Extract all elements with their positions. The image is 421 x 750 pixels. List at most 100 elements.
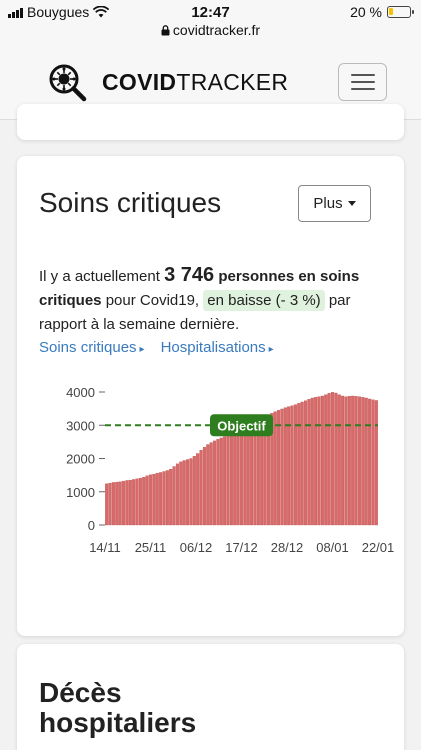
objective-badge bbox=[210, 414, 273, 437]
chart-bar bbox=[351, 395, 355, 526]
chart-bar bbox=[182, 460, 186, 526]
y-tick-label: 2000 bbox=[66, 452, 95, 467]
chart-bar bbox=[290, 405, 294, 526]
y-tick-label: 3000 bbox=[66, 418, 95, 433]
wifi-icon bbox=[93, 6, 110, 18]
hamburger-icon-bar bbox=[350, 81, 375, 83]
chart-bar bbox=[317, 396, 321, 526]
chart-bar bbox=[172, 466, 176, 526]
clock: 12:47 bbox=[191, 4, 230, 21]
chart-bar bbox=[307, 399, 311, 526]
chart-bar bbox=[324, 394, 328, 526]
hamburger-icon-bar bbox=[350, 88, 375, 90]
icu-bar-chart: 0 1000 2000 3000 4000 14/11 25/11 06/12 17/12 28/… bbox=[66, 385, 395, 555]
chart-bar bbox=[196, 453, 200, 526]
soins-critiques-card: Soins critiques Plus Il y a actuellement… bbox=[17, 156, 404, 636]
chart-bar bbox=[159, 472, 163, 526]
chart-bar bbox=[229, 433, 233, 526]
chart-bar bbox=[280, 408, 284, 526]
x-tick-label: 14/11 bbox=[89, 540, 121, 555]
virus-magnifier-icon[interactable] bbox=[47, 62, 87, 102]
chart-bar bbox=[179, 461, 183, 526]
battery-percent: 20 % bbox=[350, 4, 382, 20]
plus-dropdown-button[interactable]: Plus bbox=[298, 185, 371, 222]
link-hospitalisations[interactable]: Hospitalisations ▸ bbox=[160, 339, 274, 356]
chart-bar bbox=[209, 442, 213, 526]
chart-bar bbox=[270, 413, 274, 526]
brand-logo-text[interactable]: COVIDTRACKER bbox=[102, 69, 289, 95]
hamburger-icon-bar bbox=[350, 74, 375, 76]
chart-bar bbox=[192, 456, 196, 526]
summary-text: Il y a actuellement 3 746 personnes en s… bbox=[39, 264, 360, 333]
chart-bar bbox=[148, 474, 153, 526]
chart-bar bbox=[334, 392, 338, 526]
url-bar[interactable]: covidtracker.fr bbox=[0, 22, 421, 38]
chart-bar bbox=[347, 396, 351, 526]
plus-label: Plus bbox=[313, 195, 343, 212]
card-links: Soins critiques ▸ Hospitalisations ▸ bbox=[39, 339, 274, 356]
chart-bar bbox=[364, 397, 368, 526]
chart-bar bbox=[138, 477, 142, 526]
chart-bar bbox=[277, 410, 281, 526]
chart-bar bbox=[169, 468, 173, 526]
chart-bar bbox=[374, 400, 378, 526]
url-text: covidtracker.fr bbox=[172, 22, 261, 38]
chart-bar bbox=[287, 406, 291, 526]
chart-bar bbox=[293, 404, 297, 526]
chart-bar bbox=[162, 471, 166, 526]
deces-card: Décès hospitaliers bbox=[17, 644, 404, 750]
chart-bar bbox=[186, 459, 190, 526]
chart-bar bbox=[233, 432, 237, 526]
chart-bar bbox=[122, 480, 126, 526]
chart-bar bbox=[125, 480, 129, 526]
chart-bar bbox=[320, 395, 324, 526]
carrier: Bouygues bbox=[27, 4, 90, 20]
icu-count: 3 746 bbox=[164, 264, 215, 286]
card-title: Décès hospitaliers bbox=[39, 677, 197, 738]
chart-bar bbox=[344, 396, 348, 526]
chart-bar bbox=[155, 472, 159, 526]
y-tick-label: 4000 bbox=[66, 385, 95, 400]
battery-icon bbox=[387, 6, 414, 18]
chart-bar bbox=[115, 481, 119, 526]
y-tick-label: 1000 bbox=[66, 485, 95, 500]
chart-bar bbox=[236, 431, 240, 526]
caret-down-icon bbox=[347, 201, 356, 206]
card-title: Soins critiques bbox=[39, 187, 222, 218]
chart-bar bbox=[206, 444, 210, 526]
previous-card bbox=[17, 104, 404, 140]
trend-badge: en baisse (- 3 %) bbox=[203, 290, 325, 311]
chart-bar bbox=[327, 393, 331, 526]
lock-icon bbox=[161, 25, 170, 36]
chart-bar bbox=[246, 426, 250, 526]
status-left: Bouygues bbox=[8, 4, 110, 20]
chart-bar bbox=[357, 396, 361, 526]
status-right: 20 % bbox=[350, 4, 414, 20]
link-soins-critiques[interactable]: Soins critiques ▸ bbox=[39, 339, 145, 356]
y-tick-label: 0 bbox=[88, 518, 95, 533]
chart-bar bbox=[283, 407, 287, 526]
status-bar: Bouygues 12:47 covidtracker.fr 20 % bbox=[0, 0, 421, 44]
chart-bar bbox=[108, 482, 112, 526]
chart-bar bbox=[354, 396, 358, 526]
chart-bar bbox=[213, 440, 217, 526]
menu-toggle-button[interactable] bbox=[338, 63, 387, 101]
chart-bar bbox=[250, 424, 254, 526]
chart-bar bbox=[253, 422, 257, 526]
chart-bar bbox=[135, 478, 139, 526]
chart-bar bbox=[219, 437, 223, 526]
chart-bar bbox=[297, 403, 301, 526]
chart-bar bbox=[300, 401, 304, 526]
chart-bar bbox=[152, 473, 156, 526]
chart-bar bbox=[132, 479, 136, 526]
x-tick-label: 28/12 bbox=[271, 540, 304, 555]
chart-bar bbox=[128, 479, 132, 526]
x-tick-label: 22/01 bbox=[362, 540, 395, 555]
chart-bar bbox=[199, 450, 203, 526]
chart-bar bbox=[142, 476, 146, 526]
chart-bar bbox=[314, 397, 318, 526]
chart-bar bbox=[165, 470, 169, 526]
signal-icon bbox=[8, 6, 23, 18]
chart-bar bbox=[341, 395, 345, 526]
chart-bar bbox=[239, 429, 244, 526]
